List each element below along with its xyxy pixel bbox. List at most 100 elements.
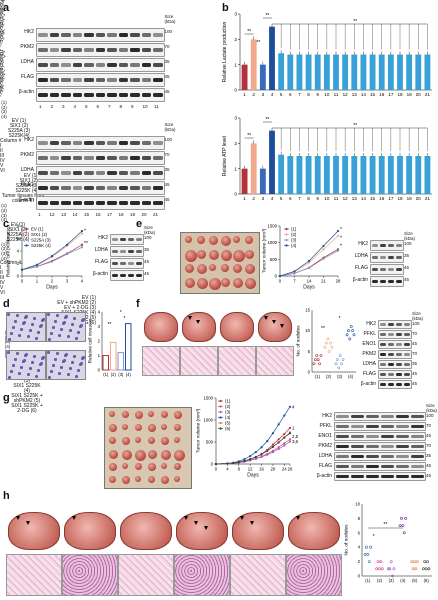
lung	[120, 512, 172, 550]
arrow-marker	[280, 324, 284, 328]
blot-row-label: HK2	[24, 137, 34, 143]
column-label: III	[0, 153, 5, 160]
data-point	[388, 567, 392, 571]
x-axis-label: Days	[46, 285, 58, 291]
data-point	[330, 345, 334, 349]
blot-band-lane	[396, 243, 402, 248]
lane-number: 17	[107, 212, 113, 217]
invasion-cell	[8, 338, 11, 341]
invasion-cell	[71, 361, 74, 364]
blot-band-lane	[380, 342, 386, 347]
blot-kda-value: 100	[412, 321, 420, 326]
blot-band-lane	[72, 63, 82, 67]
x-tick-label: 19	[407, 92, 413, 97]
column-label: V	[0, 163, 4, 170]
invasion-cell	[12, 326, 15, 329]
blot-band-lane	[112, 237, 118, 242]
series-point	[65, 253, 69, 256]
column-label: I	[0, 143, 2, 150]
blot-band-lane	[411, 464, 424, 469]
sig-mark: **	[247, 133, 251, 139]
tumor	[148, 463, 156, 471]
blot-band	[378, 340, 412, 349]
y-tick-label: 0	[275, 274, 278, 279]
panel-label-b: b	[222, 2, 229, 14]
x-tick-label: 2	[252, 196, 255, 201]
blot-band-lane	[84, 156, 94, 160]
series-point	[243, 459, 246, 463]
y-axis-label: Relative cell invasion	[88, 318, 94, 363]
series-point	[271, 445, 275, 448]
series-point	[307, 266, 311, 270]
invasion-cell	[50, 332, 53, 335]
blot-band-lane	[388, 267, 394, 272]
invasion-cell	[10, 332, 13, 335]
blot-band-lane	[112, 261, 118, 266]
series-point	[283, 444, 286, 447]
blot-row-label: LDHA	[20, 167, 34, 173]
invasion-cell	[31, 361, 34, 364]
tumor	[174, 411, 182, 419]
series-point	[271, 432, 275, 435]
column-label: VI	[0, 290, 5, 297]
series-point	[249, 454, 252, 458]
sig-mark: *	[340, 235, 342, 241]
blot-band-lane	[72, 141, 82, 145]
tumor	[109, 424, 117, 432]
x-tick-label: 7	[298, 92, 301, 97]
blot-row-label: LDHA	[354, 253, 368, 259]
row-label: EV + 2-DG (3)	[64, 305, 96, 312]
arrow-marker	[196, 320, 200, 324]
series-point	[283, 442, 286, 445]
blot-row-label: LDHA	[318, 453, 332, 459]
blot-band-lane	[107, 141, 117, 145]
tumor	[109, 437, 116, 444]
invasion-cell	[42, 318, 45, 321]
blot-kda-value: 45	[164, 197, 170, 202]
legend-marker	[285, 244, 288, 247]
y-tick-label: 2	[98, 339, 101, 344]
lane-number: 9	[131, 104, 134, 109]
blot-band-lane	[372, 279, 378, 284]
tumor	[161, 450, 171, 460]
series-point	[322, 244, 325, 248]
blot-band-lane	[396, 372, 402, 377]
lane-number: 1	[38, 212, 41, 217]
lane-number: 19	[130, 212, 136, 217]
blot-band	[334, 452, 426, 461]
y-tick-label: 1	[234, 62, 237, 68]
data-point	[378, 567, 381, 571]
blot-band-lane	[411, 454, 424, 459]
bar	[287, 156, 294, 194]
blot-band-lane	[388, 342, 394, 347]
blot-band-lane	[130, 156, 140, 160]
y-tick-label: 2	[234, 37, 237, 43]
y-tick-label: 15	[305, 308, 310, 313]
blot-band-lane	[84, 171, 94, 175]
invasion-cell	[54, 320, 57, 323]
row-label: EV (1)	[23, 173, 38, 180]
bar	[387, 156, 394, 194]
blot-band-lane	[107, 186, 117, 190]
sig-mark: *	[340, 227, 342, 233]
blot-band-lane	[388, 382, 394, 387]
x-tick-label: (1)	[365, 578, 371, 583]
tumor	[221, 250, 232, 261]
legend-marker	[219, 421, 222, 425]
blot-band-lane	[380, 332, 386, 337]
tumor	[109, 450, 118, 459]
data-point	[340, 362, 344, 366]
tumor	[148, 424, 156, 432]
tumor	[197, 236, 205, 244]
x-tick-label: 16	[379, 196, 385, 201]
blot-kda-value: 35	[426, 453, 432, 458]
row-label: EV (1)	[81, 295, 96, 302]
legend-label: S225A (3)	[31, 238, 51, 243]
blot-band-lane	[72, 78, 82, 82]
he-stain	[230, 554, 286, 596]
series-point	[50, 260, 54, 263]
invasion-cell	[10, 370, 13, 373]
blot-band-lane	[396, 454, 409, 459]
blot-band-lane	[141, 141, 151, 145]
x-tick-label: 2	[252, 92, 255, 97]
